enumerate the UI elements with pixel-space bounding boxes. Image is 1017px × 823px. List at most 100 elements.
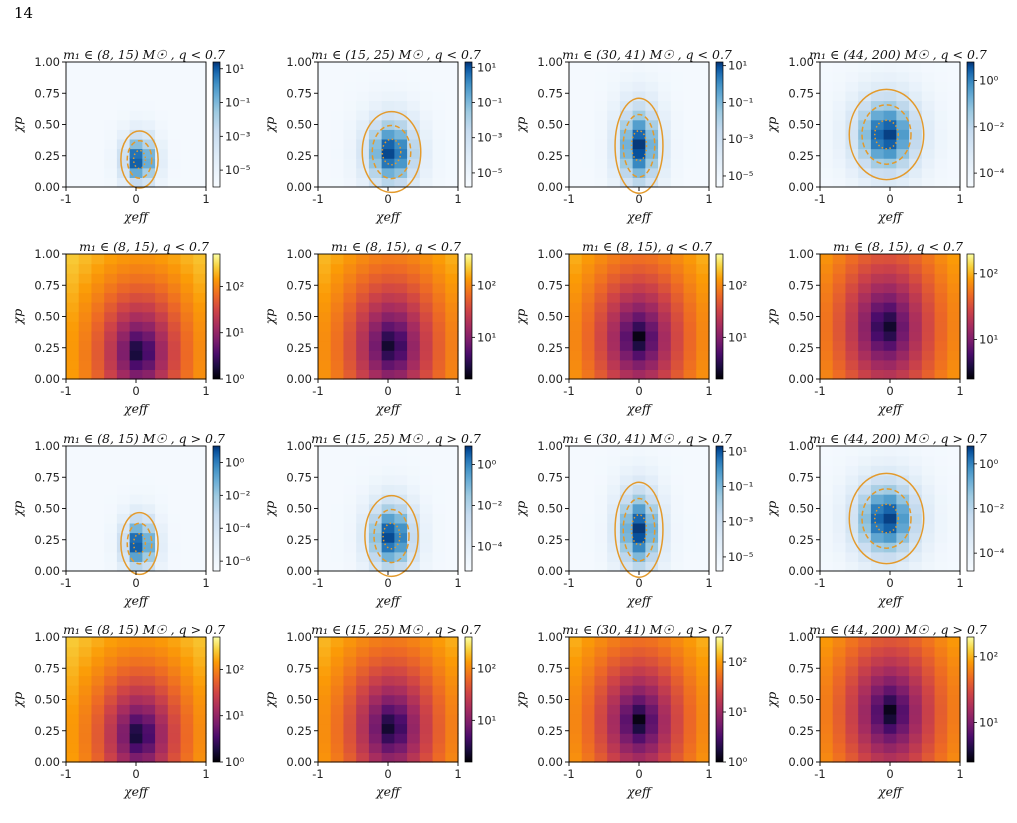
heatmap-cell <box>381 713 395 725</box>
heatmap-cell <box>607 129 621 140</box>
heatmap-cell <box>419 167 434 178</box>
heatmap-cell <box>91 733 105 744</box>
heatmap-cell <box>820 129 834 140</box>
heatmap-cell <box>658 138 672 150</box>
heatmap-cell <box>645 81 659 92</box>
x-tick-label: -1 <box>60 192 71 206</box>
heatmap-cell <box>845 474 859 486</box>
x-tick-label: 0 <box>384 767 391 781</box>
heatmap-cell <box>394 656 408 667</box>
heatmap-cell <box>581 484 596 495</box>
heatmap-cell <box>581 62 596 73</box>
heatmap-cell <box>91 752 105 763</box>
heatmap-cell <box>934 551 948 562</box>
heatmap-cell <box>66 513 80 524</box>
heatmap-cell <box>343 359 357 370</box>
heatmap-cell <box>116 675 131 686</box>
colorbar-tick-label: 10² <box>979 267 998 281</box>
heatmap-cell <box>104 474 118 486</box>
heatmap-cell <box>909 465 923 476</box>
heatmap-cell <box>432 446 446 457</box>
heatmap-cell <box>670 646 685 657</box>
heatmap-cell <box>569 350 583 361</box>
heatmap-cell <box>381 359 395 370</box>
heatmap-cell <box>947 532 961 543</box>
heatmap-cell <box>658 675 672 686</box>
heatmap-cell <box>432 148 446 159</box>
heatmap-cell <box>343 484 357 495</box>
heatmap-cell <box>356 446 370 457</box>
x-tick-label: -1 <box>312 384 323 398</box>
heatmap-cell <box>696 685 710 696</box>
heatmap-cell <box>820 484 834 495</box>
heatmap-cell <box>820 302 834 313</box>
heatmap-cell <box>104 694 118 705</box>
heatmap-cell <box>696 110 710 121</box>
heatmap-cell <box>330 513 345 524</box>
heatmap-cell <box>129 340 143 351</box>
heatmap-cell <box>845 263 859 274</box>
heatmap-cell <box>445 148 459 159</box>
heatmap-cell <box>696 637 710 648</box>
heatmap-cell <box>193 455 207 466</box>
heatmap-cell <box>356 551 370 562</box>
heatmap-cell <box>820 148 834 159</box>
heatmap-cell <box>66 494 80 505</box>
heatmap-cell <box>91 321 105 332</box>
heatmap-cell <box>896 90 910 102</box>
y-axis-label: χp <box>262 117 277 134</box>
heatmap-cell <box>104 665 118 677</box>
y-tick-label: 0.50 <box>788 310 814 324</box>
heatmap-cell <box>407 656 421 667</box>
y-tick-label: 0.25 <box>286 341 312 355</box>
heatmap-cell <box>432 675 446 686</box>
heatmap-cell <box>569 100 583 111</box>
heatmap-cell <box>909 713 923 725</box>
heatmap-cell <box>658 254 672 265</box>
heatmap-cell <box>934 675 948 686</box>
heatmap-cell <box>645 350 659 361</box>
heatmap-cell <box>129 81 143 92</box>
heatmap-cell <box>569 71 583 82</box>
heatmap-cell <box>381 733 395 744</box>
heatmap-cell <box>658 369 672 380</box>
heatmap-cell <box>632 119 646 130</box>
heatmap-cell <box>569 90 583 102</box>
heatmap-cell <box>193 158 207 169</box>
heatmap-cell <box>845 752 859 763</box>
heatmap-cell <box>419 465 434 476</box>
heatmap-cell <box>407 522 421 534</box>
y-tick-label: 0.50 <box>537 310 563 324</box>
heatmap-cell <box>368 522 383 534</box>
heatmap-cell <box>155 90 169 102</box>
heatmap-cell <box>129 129 143 140</box>
heatmap-cell <box>343 62 357 73</box>
heatmap-cell <box>832 129 847 140</box>
heatmap-cell <box>343 455 357 466</box>
heatmap-cell <box>167 704 182 715</box>
x-tick-label: -1 <box>563 384 574 398</box>
heatmap-cell <box>343 446 357 457</box>
heatmap-cell <box>419 694 434 705</box>
heatmap-cell <box>419 90 434 102</box>
heatmap-cell <box>91 167 105 178</box>
heatmap-cell <box>407 148 421 159</box>
heatmap-cell <box>180 723 194 734</box>
heatmap-cell <box>432 90 446 102</box>
heatmap-cell <box>683 484 697 495</box>
y-tick-label: 0.00 <box>34 180 60 194</box>
heatmap-cell <box>343 340 357 351</box>
heatmap-cell <box>696 465 710 476</box>
heatmap-cell <box>155 340 169 351</box>
heatmap-cell <box>356 129 370 140</box>
heatmap-cell <box>858 119 872 130</box>
heatmap-cell <box>343 665 357 677</box>
heatmap-cell <box>368 330 383 342</box>
heatmap-cell <box>696 340 710 351</box>
heatmap-cell <box>180 138 194 150</box>
heatmap-cell <box>193 254 207 265</box>
heatmap-cell <box>632 704 646 715</box>
heatmap-cell <box>896 723 910 734</box>
heatmap-cell <box>394 742 408 753</box>
